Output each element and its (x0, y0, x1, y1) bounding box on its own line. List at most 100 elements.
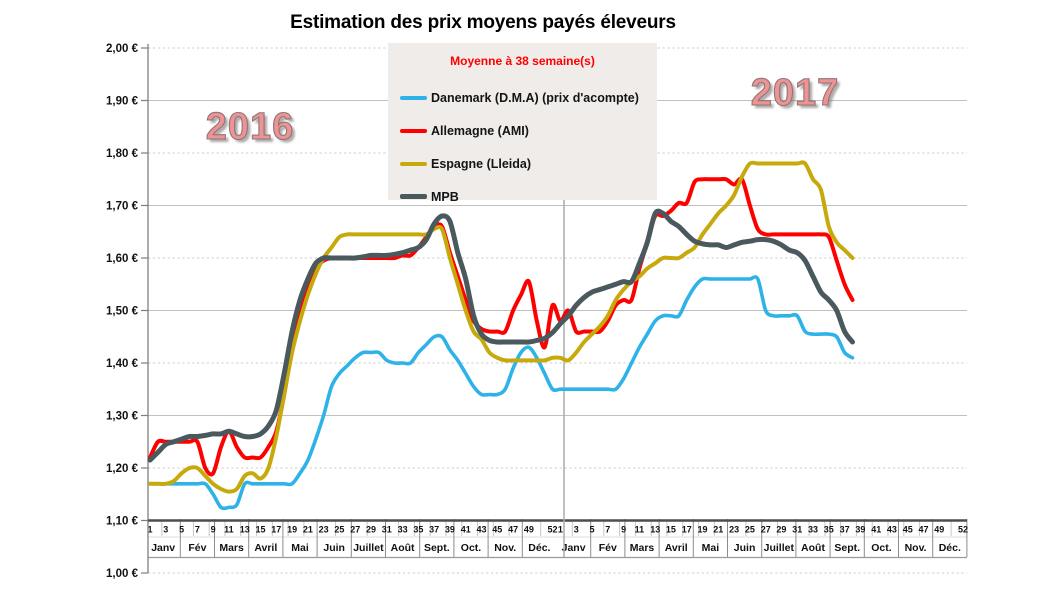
legend-line-swatch (400, 95, 427, 100)
week-label: 5 (179, 525, 184, 535)
series-line-danemark (148, 275, 855, 511)
week-label: 43 (887, 525, 897, 535)
y-axis-label: 1,50 € (106, 306, 139, 318)
week-label: 31 (382, 525, 392, 535)
legend-line-swatch (400, 128, 427, 133)
y-axis-label: 1,00 € (106, 568, 139, 580)
legend-item: Espagne (Lleida) (400, 147, 653, 180)
month-label: Janv (151, 542, 175, 554)
legend-item-label: Danemark (D.M.A) (prix d'acompte) (431, 90, 639, 105)
month-label: Fév (188, 542, 206, 554)
week-label: 52 (958, 525, 968, 535)
legend-item-label: Espagne (Lleida) (431, 156, 532, 171)
week-label: 9 (621, 525, 626, 535)
x-axis: 1 3 5 7 9 11 13 15 17 19 21 23 25 27 29 31 33 35 37 39 41 43 4… (147, 519, 968, 559)
month-label: Juillet (353, 542, 384, 554)
week-label: 52 (547, 525, 557, 535)
series-line-allemagne (148, 176, 855, 477)
week-label: 5 (589, 525, 594, 535)
week-label: 35 (413, 525, 423, 535)
month-label: Sept. (424, 542, 450, 554)
legend-rows: Danemark (D.M.A) (prix d'acompte) Allemag… (400, 81, 653, 213)
month-label: Fév (599, 542, 617, 554)
month-label: Mars (219, 542, 244, 554)
week-label: 11 (224, 525, 234, 535)
week-label: 41 (871, 525, 881, 535)
week-label: 35 (824, 525, 834, 535)
week-label: 11 (635, 525, 645, 535)
y-axis-label: 1,70 € (106, 201, 139, 213)
month-label: Juillet (764, 542, 795, 554)
week-label: 29 (366, 525, 376, 535)
month-label: Mars (630, 542, 655, 554)
series-lines (147, 160, 855, 511)
chart-title: Estimation des prix moyens payés éleveur… (290, 12, 676, 33)
week-label: 1 (558, 525, 563, 535)
week-label: 19 (697, 525, 707, 535)
y-axis-label: 1,60 € (106, 253, 139, 265)
week-label: 31 (792, 525, 802, 535)
month-label: Mai (291, 542, 309, 554)
series-line-mpb (147, 208, 855, 463)
legend-item-label: Allemagne (AMI) (431, 123, 529, 138)
month-label: Août (391, 542, 415, 554)
legend-item: Allemagne (AMI) (400, 114, 653, 147)
month-label: Déc. (528, 542, 550, 554)
week-label: 47 (508, 525, 518, 535)
week-label: 27 (350, 525, 360, 535)
week-label: 13 (240, 525, 250, 535)
series-line-espagne (148, 160, 855, 494)
week-label: 49 (934, 525, 944, 535)
week-label: 21 (303, 525, 313, 535)
gridlines (148, 47, 967, 574)
week-label: 17 (682, 525, 692, 535)
week-label: 1 (147, 525, 152, 535)
legend-title: Moyenne à 38 semaine(s) (450, 54, 595, 68)
week-label: 45 (903, 525, 913, 535)
week-label: 49 (524, 525, 534, 535)
month-label: Nov. (905, 542, 927, 554)
week-label: 41 (461, 525, 471, 535)
week-label: 45 (492, 525, 502, 535)
week-label: 47 (918, 525, 928, 535)
month-label: Sept. (834, 542, 860, 554)
y-axis-label: 1,10 € (106, 516, 139, 528)
week-label: 43 (476, 525, 486, 535)
y-axis-label: 1,90 € (106, 96, 139, 108)
week-label: 13 (650, 525, 660, 535)
week-label: 25 (334, 525, 344, 535)
month-label: Août (801, 542, 825, 554)
legend-item: Danemark (D.M.A) (prix d'acompte) (400, 81, 653, 114)
y-axis-label: 1,80 € (106, 148, 139, 160)
month-label: Janv (562, 542, 586, 554)
week-label: 23 (729, 525, 739, 535)
week-label: 9 (211, 525, 216, 535)
legend-item: MPB (400, 180, 653, 213)
y-axis-label: 1,20 € (106, 463, 139, 475)
week-label: 15 (255, 525, 265, 535)
week-label: 37 (840, 525, 850, 535)
week-label: 39 (445, 525, 455, 535)
week-label: 33 (398, 525, 408, 535)
month-label: Déc. (939, 542, 961, 554)
legend-item-label: MPB (431, 189, 459, 204)
y-axis: 2,00 € 1,90 € 1,80 € 1,70 € 1,60 € 1,50 € 1,40… (106, 43, 149, 580)
week-label: 27 (761, 525, 771, 535)
week-label: 15 (666, 525, 676, 535)
y-axis-label: 1,40 € (106, 358, 139, 370)
week-label: 19 (287, 525, 297, 535)
week-label: 17 (271, 525, 281, 535)
week-label: 21 (713, 525, 723, 535)
week-label: 23 (319, 525, 329, 535)
month-label: Avril (254, 542, 277, 554)
chart-legend: Moyenne à 38 semaine(s) Danemark (D.M.A)… (388, 43, 657, 204)
year-label-2017: 2017 (750, 71, 840, 114)
week-label: 3 (163, 525, 168, 535)
month-label: Avril (665, 542, 688, 554)
month-label: Nov. (494, 542, 516, 554)
legend-line-swatch (400, 194, 427, 199)
week-label: 7 (605, 525, 610, 535)
week-label: 37 (429, 525, 439, 535)
